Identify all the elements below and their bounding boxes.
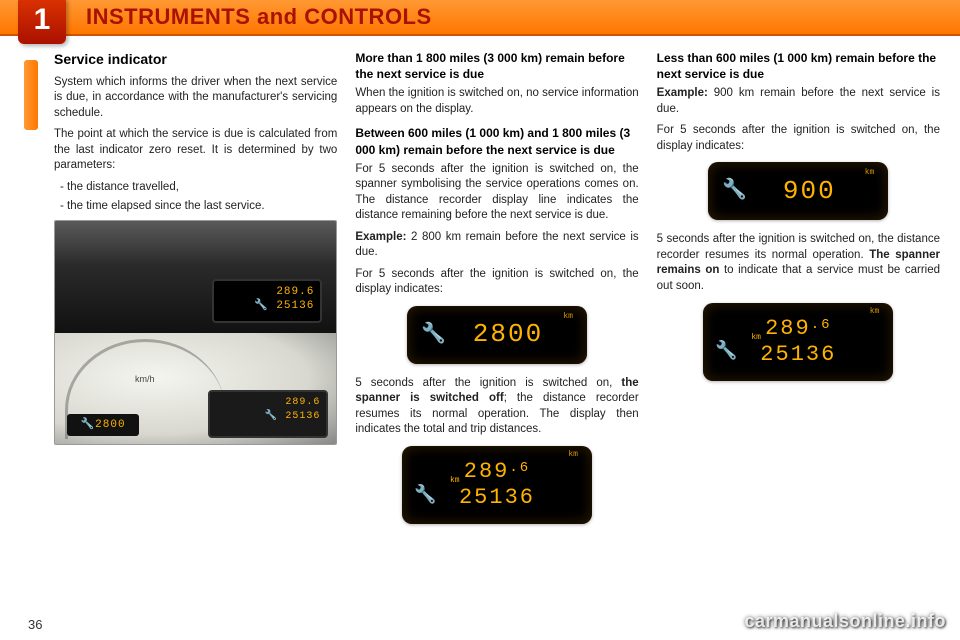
example-label: Example: [355, 231, 406, 243]
wrench-icon: 🔧 [421, 321, 448, 348]
wrench-icon: 🔧 [414, 484, 438, 508]
chapter-number-badge: 1 [18, 0, 66, 44]
lcd-unit-km: km [568, 450, 578, 461]
lcd-odo-row: 25136 [459, 487, 535, 509]
lcd-unit-km-2: km [751, 333, 761, 344]
lcd-trip-row: 289.6 [765, 318, 831, 340]
lcd-unit-km-2: km [450, 476, 460, 487]
right-para-1: For 5 seconds after the ignition is swit… [657, 123, 940, 154]
mid-para4-a: 5 seconds after the ignition is switched… [355, 377, 621, 389]
dashboard-photo: 289.6 🔧 25136 km/h 🔧2800 289.6 🔧 25136 [54, 220, 337, 445]
wrench-icon: 🔧 [715, 340, 739, 364]
left-para-1: System which informs the driver when the… [54, 75, 337, 122]
dash-odo-value: 25136 [276, 300, 314, 312]
page-number: 36 [28, 617, 42, 632]
example-label: Example: [657, 87, 708, 99]
lcd-value-900: 900 [783, 174, 836, 209]
mid-para-3: For 5 seconds after the ignition is swit… [355, 267, 638, 298]
lcd-trip-val: 289 [765, 316, 811, 341]
right-heading-1: Less than 600 miles (1 000 km) remain be… [657, 50, 940, 82]
lcd-display-900: km 🔧 900 [708, 162, 888, 220]
column-right: Less than 600 miles (1 000 km) remain be… [657, 50, 940, 610]
left-bullets: the distance travelled, the time elapsed… [60, 180, 337, 214]
lcd-value-2800: 2800 [473, 317, 543, 352]
mid-example: Example: 2 800 km remain before the next… [355, 230, 638, 261]
lcd-display-2800: km 🔧 2800 [407, 306, 587, 364]
lcd-display-trip-odo-right: km 289.6 km 🔧 25136 [703, 303, 893, 381]
left-bullet-2: the time elapsed since the last service. [60, 199, 337, 215]
column-middle: More than 1 800 miles (3 000 km) remain … [355, 50, 638, 610]
dashboard-top-lcd: 289.6 🔧 25136 [212, 279, 322, 323]
lcd-unit-km: km [865, 168, 875, 179]
dashboard-top-panel: 289.6 🔧 25136 [55, 221, 336, 333]
header-bar: 1 INSTRUMENTS and CONTROLS [0, 0, 960, 36]
lcd-trip-dec: .6 [509, 460, 530, 476]
dashboard-bottom-lcd: 289.6 🔧 25136 [208, 390, 328, 438]
right-para-2: 5 seconds after the ignition is switched… [657, 232, 940, 294]
page-content: Service indicator System which informs t… [54, 50, 940, 610]
column-left: Service indicator System which informs t… [54, 50, 337, 610]
side-tab [24, 60, 38, 130]
mid-para-1: When the ignition is switched on, no ser… [355, 86, 638, 117]
mid-heading-2: Between 600 miles (1 000 km) and 1 800 m… [355, 125, 638, 157]
dash-panel-odo: 25136 [285, 411, 320, 422]
lcd-trip-dec: .6 [811, 317, 832, 333]
dashboard-mini-display: 🔧2800 [67, 414, 139, 436]
lcd-trip-row: 289.6 [464, 461, 530, 483]
left-bullet-1: the distance travelled, [60, 180, 337, 196]
lcd-display-trip-odo-mid: km 289.6 km 🔧 25136 [402, 446, 592, 524]
mid-para-4: 5 seconds after the ignition is switched… [355, 376, 638, 438]
lcd-unit-km: km [870, 307, 880, 318]
dashboard-bottom-panel: km/h 🔧2800 289.6 🔧 25136 [55, 333, 336, 445]
lcd-unit-km: km [563, 312, 573, 323]
watermark-text: carmanualsonline.info [744, 611, 946, 632]
lcd-odo-row: 25136 [760, 344, 836, 366]
dash-panel-trip: 289.6 [285, 397, 320, 408]
dash-trip-value: 289.6 [276, 286, 314, 298]
wrench-icon: 🔧 [722, 178, 749, 205]
header-title: INSTRUMENTS and CONTROLS [86, 4, 432, 30]
kmh-label: km/h [135, 373, 155, 385]
mid-para-2: For 5 seconds after the ignition is swit… [355, 162, 638, 224]
left-para-2: The point at which the service is due is… [54, 127, 337, 174]
right-example: Example: 900 km remain before the next s… [657, 86, 940, 117]
lcd-trip-val: 289 [464, 459, 510, 484]
mid-heading-1: More than 1 800 miles (3 000 km) remain … [355, 50, 638, 82]
dashboard-mini-value: 2800 [95, 419, 125, 431]
section-heading-service-indicator: Service indicator [54, 50, 337, 69]
